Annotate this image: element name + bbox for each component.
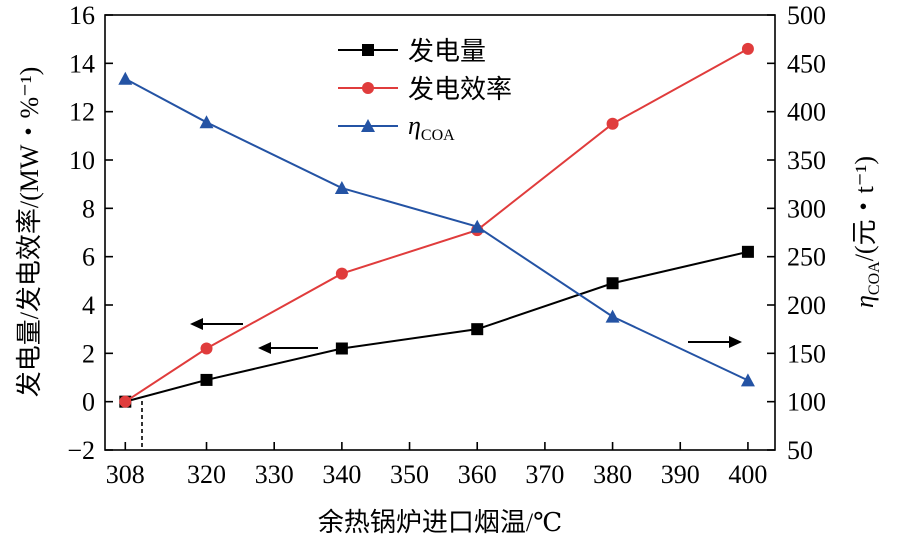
plot-frame xyxy=(104,14,776,451)
legend-item-power: 发电量 xyxy=(338,37,486,66)
right-y-tick-label: 450 xyxy=(787,49,826,78)
data-point-s0-3 xyxy=(471,323,484,336)
data-point-s2-3 xyxy=(470,219,485,233)
legend-label-coa: ηCOA xyxy=(408,111,455,144)
data-point-s2-4 xyxy=(605,309,620,323)
left-y-tick-label: 4 xyxy=(82,291,95,320)
data-point-s1-5 xyxy=(741,42,754,55)
data-point-s1-0 xyxy=(119,395,132,408)
x-tick-label: 340 xyxy=(322,460,361,489)
x-axis-title: 余热锅炉进口烟温/℃ xyxy=(318,508,562,537)
left-y-tick-label: 8 xyxy=(82,194,95,223)
right-y-tick-label: 200 xyxy=(787,291,826,320)
x-tick-label: 370 xyxy=(525,460,564,489)
data-point-s0-2 xyxy=(335,342,348,355)
series-line-2 xyxy=(124,77,749,382)
data-point-s2-5 xyxy=(740,373,755,387)
x-tick-label: 390 xyxy=(661,460,700,489)
data-point-s0-5 xyxy=(741,245,754,258)
right-y-tick-label: 50 xyxy=(787,436,813,465)
x-tick-label: 380 xyxy=(593,460,632,489)
x-tick-label: 350 xyxy=(390,460,429,489)
arrow-right xyxy=(688,336,742,348)
x-axis: 308 320 330 340 350 360 370 380 390 400 xyxy=(106,442,767,489)
legend-label-coa-sub: COA xyxy=(421,127,455,144)
legend: 发电量 发电效率 ηCOA xyxy=(338,37,512,144)
arrow-left-lower xyxy=(258,342,318,354)
right-y-tick-label: 350 xyxy=(787,146,826,175)
left-y-tick-label: 16 xyxy=(69,1,95,30)
data-point-s1-2 xyxy=(335,267,348,280)
left-y-tick-label: 12 xyxy=(69,98,95,127)
plot-area xyxy=(104,14,776,451)
data-point-s0-4 xyxy=(606,277,619,290)
legend-label-coa-main: η xyxy=(408,111,421,140)
x-tick-label: 320 xyxy=(187,460,226,489)
left-y-tick-label: 2 xyxy=(82,339,95,368)
legend-item-coa: ηCOA xyxy=(338,111,455,144)
data-point-s1-1 xyxy=(200,342,213,355)
right-y-tick-label: 250 xyxy=(787,243,826,272)
data-point-s0-1 xyxy=(200,373,213,386)
data-point-s1-4 xyxy=(606,117,619,130)
legend-label-efficiency: 发电效率 xyxy=(408,75,512,104)
right-y-axis-title: ηCOA/(元・t⁻¹) xyxy=(850,156,883,308)
left-y-tick-label: 14 xyxy=(69,49,95,78)
legend-item-efficiency: 发电效率 xyxy=(338,75,512,104)
series-layer xyxy=(118,42,755,408)
right-y-tick-label: 300 xyxy=(787,194,826,223)
series-line-1 xyxy=(124,47,749,403)
left-y-tick-label: 0 xyxy=(82,388,95,417)
right-y-tick-label: 500 xyxy=(787,1,826,30)
arrow-left-upper xyxy=(190,318,243,330)
series-line-0 xyxy=(125,250,749,403)
x-tick-label: 360 xyxy=(458,460,497,489)
left-y-axis-title: 发电量/发电效率/(MW・%⁻¹) xyxy=(15,67,44,398)
data-point-s2-1 xyxy=(199,115,214,129)
legend-label-power: 发电量 xyxy=(408,37,486,66)
right-y-tick-label: 400 xyxy=(787,98,826,127)
x-tick-label: 308 xyxy=(106,460,145,489)
data-point-s2-0 xyxy=(118,71,133,85)
left-y-axis: −2 0 2 4 6 8 10 12 14 16 xyxy=(67,1,113,465)
left-y-tick-label: 6 xyxy=(82,243,95,272)
x-tick-label: 400 xyxy=(728,460,767,489)
data-point-s2-2 xyxy=(334,181,349,195)
right-y-axis-title-rest: /(元・t⁻¹) xyxy=(850,156,879,261)
right-y-tick-label: 100 xyxy=(787,388,826,417)
right-y-axis-title-sub: COA xyxy=(866,261,883,295)
x-tick-label: 330 xyxy=(255,460,294,489)
left-y-tick-label: 10 xyxy=(69,146,95,175)
right-y-axis-title-main: η xyxy=(850,295,879,308)
left-y-tick-label: −2 xyxy=(67,436,95,465)
right-y-axis: 50 100 150 200 250 300 350 400 450 500 xyxy=(767,1,826,465)
right-y-tick-label: 150 xyxy=(787,339,826,368)
